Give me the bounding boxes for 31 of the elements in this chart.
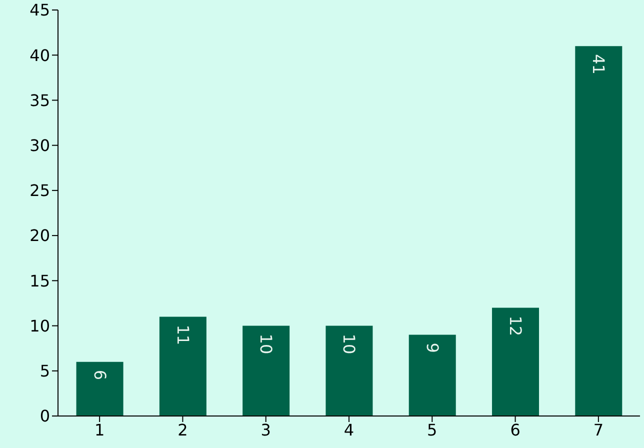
bar (492, 308, 540, 416)
y-tick-label: 30 (30, 136, 50, 156)
x-tick-label: 4 (344, 420, 354, 440)
y-tick-label: 5 (40, 362, 50, 381)
bar (76, 362, 124, 416)
x-tick-label: 3 (260, 420, 271, 440)
data-label: 9 (422, 342, 442, 353)
bar (575, 46, 622, 416)
bar (159, 316, 206, 416)
y-tick-label: 10 (30, 316, 50, 336)
x-tick-label: 7 (593, 420, 604, 440)
data-label: 11 (173, 324, 192, 346)
y-tick-label: 45 (30, 0, 50, 20)
data-label: 10 (256, 334, 276, 354)
bar (242, 326, 290, 416)
y-tick-label: 25 (30, 181, 50, 200)
data-label: 41 (589, 54, 608, 74)
data-label: 10 (340, 334, 359, 354)
bar (326, 326, 373, 416)
x-tick-label: 2 (178, 420, 188, 440)
x-tick-label: 1 (94, 420, 105, 440)
x-tick-label: 5 (427, 420, 438, 440)
y-tick-label: 35 (30, 90, 50, 110)
data-label: 12 (506, 316, 526, 336)
y-tick-label: 15 (30, 271, 50, 290)
y-tick-label: 20 (30, 226, 50, 246)
y-tick-label: 40 (30, 46, 50, 65)
x-tick-label: 6 (510, 420, 520, 440)
bar (408, 334, 456, 416)
data-label: 6 (90, 370, 110, 380)
y-tick-label: 0 (40, 406, 50, 426)
